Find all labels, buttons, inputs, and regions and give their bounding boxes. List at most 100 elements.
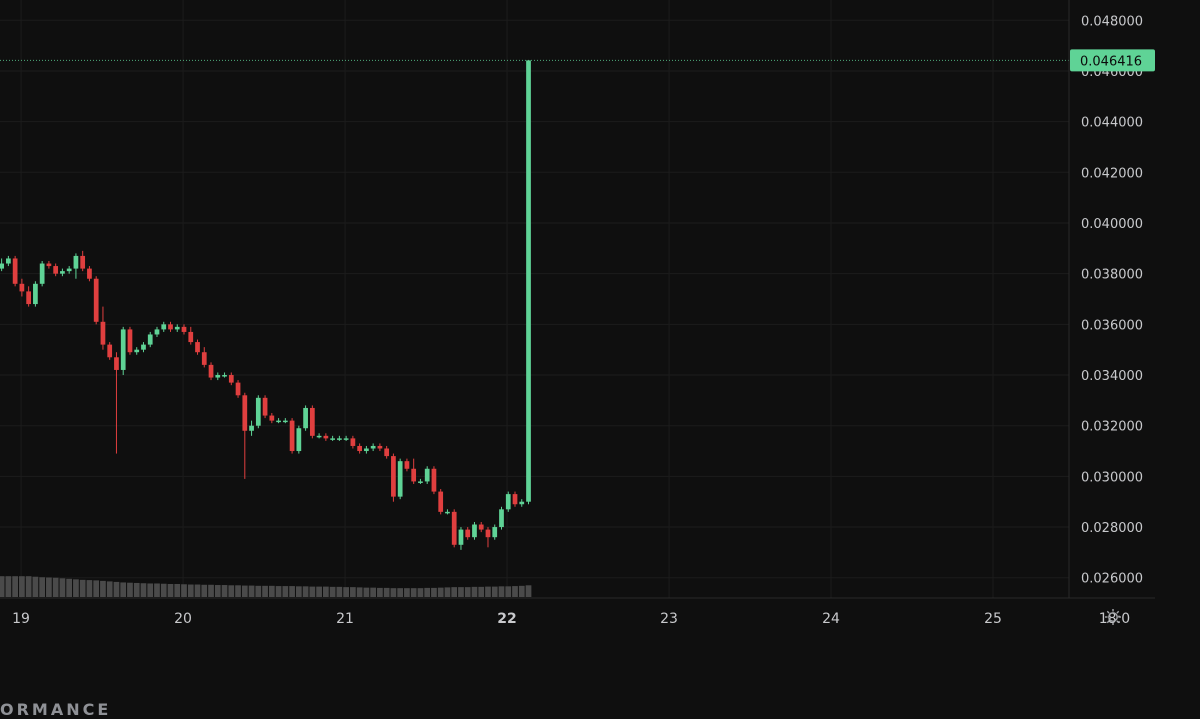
candle[interactable] [188,326,194,345]
candle[interactable] [309,405,315,439]
candle-body [337,438,342,440]
candle[interactable] [512,491,518,507]
candle[interactable] [478,521,484,533]
candle-body [391,456,396,497]
candle[interactable] [370,443,376,452]
candle[interactable] [141,342,146,353]
candle[interactable] [418,478,423,484]
candle[interactable] [451,509,457,548]
candle[interactable] [411,458,417,484]
candle[interactable] [6,255,11,267]
candle[interactable] [0,258,4,272]
candle[interactable] [33,281,38,307]
candle-body [418,481,423,483]
candle[interactable] [235,380,241,398]
candle[interactable] [424,466,430,484]
candle[interactable] [46,260,52,269]
volume-bar [451,587,458,597]
candle[interactable] [201,347,207,368]
candle[interactable] [242,392,248,479]
candle[interactable] [19,278,25,297]
candle[interactable] [73,253,79,279]
candle[interactable] [249,420,254,436]
candle-body [519,501,525,505]
candle[interactable] [350,435,356,449]
candle[interactable] [93,276,99,325]
candle[interactable] [127,326,133,355]
candle[interactable] [364,445,369,454]
candle[interactable] [397,458,403,500]
candle-body [242,395,248,431]
volume-bar [194,584,201,597]
candle[interactable] [289,418,295,454]
candle[interactable] [222,372,227,378]
candle[interactable] [431,466,437,495]
candle[interactable] [316,433,322,439]
candle[interactable] [134,347,140,355]
candle[interactable] [465,527,471,540]
candle[interactable] [12,255,18,287]
candle[interactable] [228,372,234,386]
candle[interactable] [445,509,450,515]
candle-body [316,435,322,438]
candle[interactable] [438,489,444,515]
candle[interactable] [100,306,106,350]
candle[interactable] [161,321,167,332]
candle[interactable] [147,331,153,348]
candle[interactable] [114,352,119,454]
candle[interactable] [107,342,113,360]
candle[interactable] [255,395,261,429]
candle[interactable] [330,435,335,441]
candle[interactable] [154,326,160,338]
candle[interactable] [391,453,396,502]
volume-bar [397,588,404,597]
candle[interactable] [282,418,288,424]
candle[interactable] [384,445,390,459]
candle[interactable] [120,326,126,376]
candle[interactable] [269,413,275,424]
candle[interactable] [26,286,32,307]
candle[interactable] [404,458,410,472]
candle[interactable] [357,443,363,454]
candle[interactable] [499,506,504,530]
candle[interactable] [262,395,268,419]
time-axis[interactable]: 19 20 21 22 23 24 25 18:0 [12,611,1130,627]
candle[interactable] [60,268,65,277]
candle[interactable] [492,524,498,540]
candle[interactable] [472,521,477,540]
candle[interactable] [174,324,180,332]
candle[interactable] [303,405,308,431]
candle[interactable] [195,339,200,355]
candle[interactable] [276,418,281,424]
candle[interactable] [66,266,72,274]
price-axis[interactable]: 0.0480000.0460000.0440000.0420000.040000… [1081,14,1143,586]
candle[interactable] [208,362,214,381]
candle[interactable] [168,321,173,332]
candle[interactable] [377,443,383,452]
candle[interactable] [526,60,531,505]
candles[interactable] [0,60,531,550]
candle[interactable] [39,260,45,287]
candle[interactable] [296,425,302,454]
candle[interactable] [505,491,511,512]
candle[interactable] [87,266,92,282]
volume-bar [19,576,25,597]
candle[interactable] [215,372,221,381]
candle[interactable] [458,527,464,550]
candle[interactable] [337,435,342,441]
candle-body [107,344,113,358]
candle[interactable] [519,499,525,507]
candle-body [458,529,464,545]
candle[interactable] [80,250,86,272]
candle[interactable] [53,263,59,277]
volume-bar [79,579,86,597]
volume-bar [309,586,316,597]
candle[interactable] [323,433,329,441]
candle-body [114,357,119,370]
candle[interactable] [485,527,491,548]
candle[interactable] [181,324,187,335]
settings-button[interactable] [1105,609,1121,625]
candle-body [255,397,261,426]
candle[interactable] [343,435,349,441]
